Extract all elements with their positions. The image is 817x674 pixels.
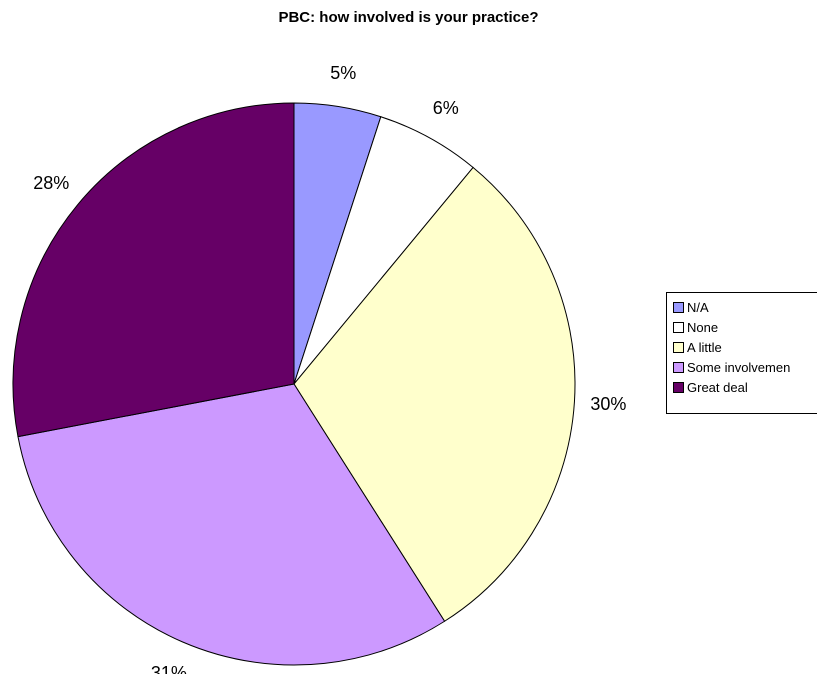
legend-item: N/A <box>667 297 817 317</box>
legend-item: Great deal <box>667 377 817 397</box>
data-label-a-little: 30% <box>590 394 626 414</box>
legend-label: None <box>687 320 718 335</box>
legend-item: None <box>667 317 817 337</box>
legend: N/A None A little Some involvemen Great deal <box>666 292 817 414</box>
data-label-none: 6% <box>433 98 459 118</box>
legend-swatch <box>673 302 684 313</box>
data-label-great-deal: 28% <box>33 173 69 193</box>
pie-slice-great-deal <box>13 103 294 437</box>
legend-item: A little <box>667 337 817 357</box>
legend-label: N/A <box>687 300 709 315</box>
data-label-n-a: 5% <box>330 63 356 83</box>
pie-slices <box>13 103 575 665</box>
legend-label: Great deal <box>687 380 748 395</box>
legend-item: Some involvemen <box>667 357 817 377</box>
legend-swatch <box>673 382 684 393</box>
legend-swatch <box>673 322 684 333</box>
legend-swatch <box>673 362 684 373</box>
legend-label: Some involvemen <box>687 360 790 375</box>
legend-label: A little <box>687 340 722 355</box>
data-label-some-involvemen: 31% <box>151 663 187 674</box>
legend-swatch <box>673 342 684 353</box>
